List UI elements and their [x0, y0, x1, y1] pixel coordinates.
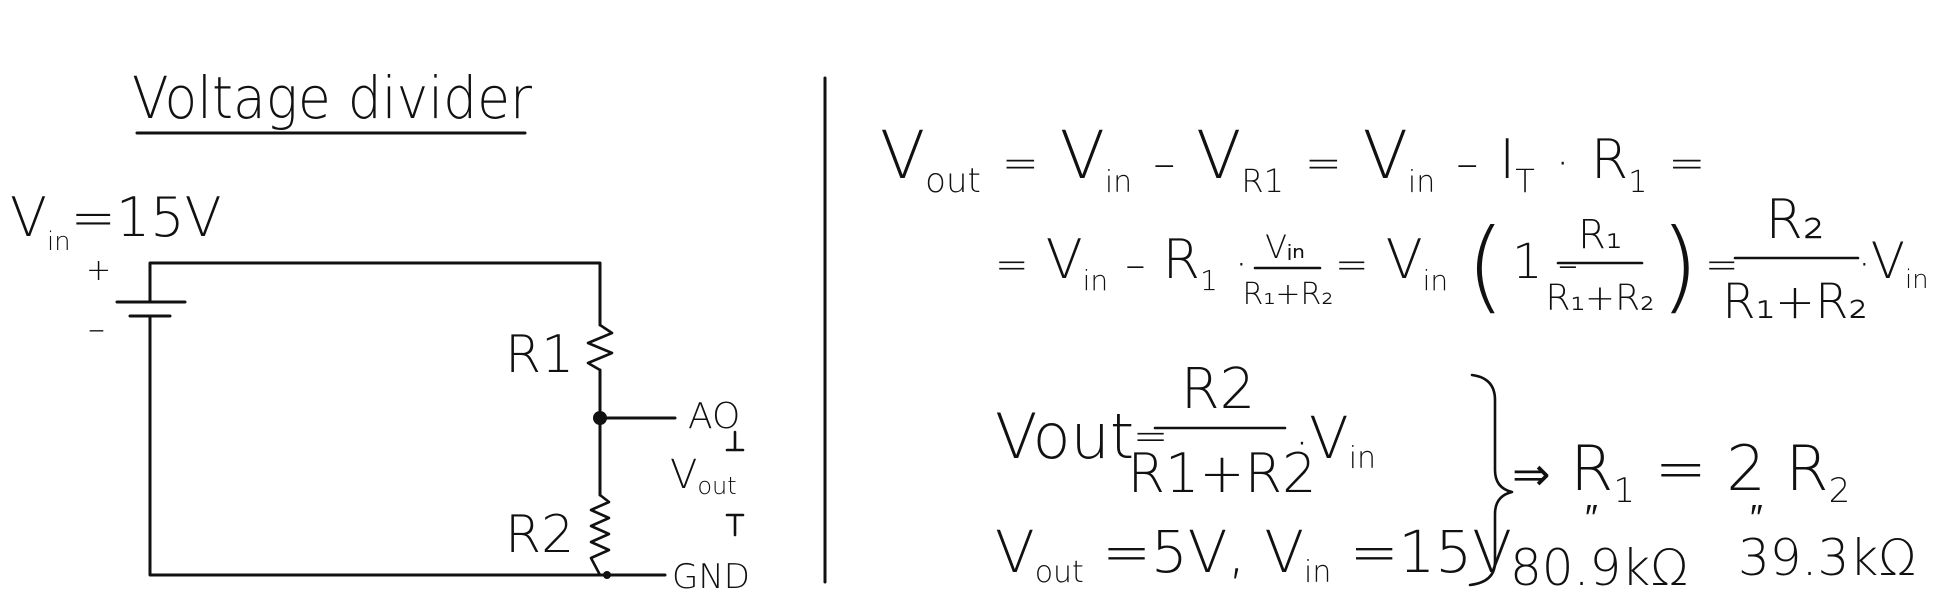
approx-mark-r1: ″: [1585, 498, 1598, 539]
formula-denominator: R1+R2: [1128, 442, 1317, 505]
diagram-title: Voltage divider: [132, 64, 532, 132]
resistor-r1-icon: [586, 323, 614, 372]
vout-measure-arrow-bottom: [725, 513, 745, 537]
fraction-3-numerator: R₂: [1765, 188, 1824, 251]
circuit-panel: Voltage divider Vin=15V + – R1 R2 AO: [10, 64, 750, 597]
vout-formula: Vout = R2 R1+R2 ·Vin: [995, 357, 1376, 505]
battery-icon: [115, 300, 187, 318]
derivation-line-1: Vout = Vin – VR1 = Vin – IT · R1 =: [880, 117, 1705, 208]
svg-text:=: =: [1133, 411, 1168, 460]
svg-text:Vout: Vout: [995, 400, 1134, 473]
svg-text:·Vin: ·Vin: [1858, 232, 1929, 295]
fraction-2-numerator: R₁: [1578, 212, 1622, 258]
r1-value: 80.9kΩ: [1510, 539, 1689, 597]
battery-plus-sign: +: [86, 253, 111, 288]
r2-value: 39.3kΩ: [1738, 529, 1917, 587]
svg-text:1 –: 1 –: [1512, 234, 1578, 290]
fraction-3-denominator: R₁+R₂: [1722, 274, 1867, 330]
given-values: Vout =5V, Vin =15V: [995, 518, 1512, 596]
ao-pin-label: AO: [688, 396, 740, 437]
fraction-1-numerator: Vᵢₙ: [1265, 228, 1305, 266]
fraction-2-denominator: R₁+R₂: [1545, 278, 1654, 319]
svg-text:= Vin –: = Vin – R1 ·: [995, 228, 1248, 303]
gnd-pin-label: GND: [672, 557, 750, 597]
source-voltage-label: Vin=15V: [10, 186, 222, 257]
resistor-r2-icon: [589, 493, 611, 577]
fraction-1-denominator: R₁+R₂: [1243, 277, 1334, 312]
open-paren: (: [1466, 207, 1505, 324]
battery-minus-sign: –: [88, 309, 105, 349]
svg-text:=: =: [1705, 242, 1739, 288]
approx-mark-r2: ″: [1750, 498, 1763, 539]
result-equation: ⇒ R1 = 2 R2: [1512, 432, 1850, 517]
node-junction-dot: [593, 411, 607, 425]
svg-text:·Vin: ·Vin: [1295, 404, 1376, 476]
derivation-line-2: = Vin – R1 · Vᵢₙ R₁+R₂ = Vin ( 1 – R₁ R₁…: [995, 188, 1929, 330]
curly-brace-icon: [1468, 373, 1514, 587]
vout-measure-arrow-top: [725, 430, 745, 452]
ground-node-dot: [603, 571, 611, 579]
derivation-panel: Vout = Vin – VR1 = Vin – IT · R1 = = Vin…: [880, 117, 1929, 597]
r1-label: R1: [505, 325, 574, 385]
r2-label: R2: [505, 505, 574, 565]
close-paren: ): [1660, 207, 1699, 324]
svg-text:= Vin: = Vin: [1335, 228, 1448, 297]
formula-numerator: R2: [1181, 357, 1256, 422]
vout-label: Vout: [670, 452, 737, 500]
